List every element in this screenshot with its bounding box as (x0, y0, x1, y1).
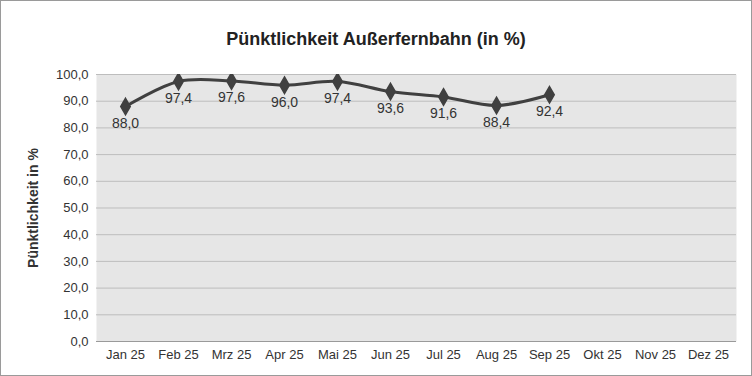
svg-text:92,4: 92,4 (536, 103, 563, 119)
svg-text:100,0: 100,0 (56, 67, 89, 82)
svg-text:Okt 25: Okt 25 (583, 347, 621, 362)
svg-text:88,4: 88,4 (483, 114, 510, 130)
svg-text:Sep 25: Sep 25 (529, 347, 570, 362)
svg-text:96,0: 96,0 (271, 94, 298, 110)
svg-text:Mai 25: Mai 25 (318, 347, 357, 362)
svg-text:Aug 25: Aug 25 (476, 347, 517, 362)
svg-text:Jul 25: Jul 25 (426, 347, 461, 362)
svg-text:Dez 25: Dez 25 (688, 347, 729, 362)
svg-text:60,0: 60,0 (63, 173, 88, 188)
svg-text:50,0: 50,0 (63, 200, 88, 215)
svg-text:Jan 25: Jan 25 (106, 347, 145, 362)
svg-text:Apr 25: Apr 25 (265, 347, 303, 362)
svg-text:Jun 25: Jun 25 (371, 347, 410, 362)
svg-text:10,0: 10,0 (63, 307, 88, 322)
svg-text:0,0: 0,0 (70, 334, 88, 349)
svg-text:30,0: 30,0 (63, 254, 88, 269)
svg-text:88,0: 88,0 (112, 115, 139, 131)
svg-text:97,6: 97,6 (218, 89, 245, 105)
svg-text:93,6: 93,6 (377, 100, 404, 116)
svg-text:Pünktlichkeit in %: Pünktlichkeit in % (25, 148, 41, 268)
svg-text:20,0: 20,0 (63, 280, 88, 295)
svg-text:90,0: 90,0 (63, 93, 88, 108)
svg-text:Feb 25: Feb 25 (158, 347, 198, 362)
svg-text:70,0: 70,0 (63, 147, 88, 162)
svg-text:Mrz 25: Mrz 25 (212, 347, 252, 362)
html-text:Pünktlichkeit Außerfernbahn (i: Pünktlichkeit Außerfernbahn (in %) (226, 29, 526, 49)
svg-text:40,0: 40,0 (63, 227, 88, 242)
svg-text:Nov 25: Nov 25 (635, 347, 676, 362)
svg-text:97,4: 97,4 (324, 90, 351, 106)
svg-text:91,6: 91,6 (430, 105, 457, 121)
svg-text:80,0: 80,0 (63, 120, 88, 135)
svg-text:97,4: 97,4 (165, 90, 192, 106)
